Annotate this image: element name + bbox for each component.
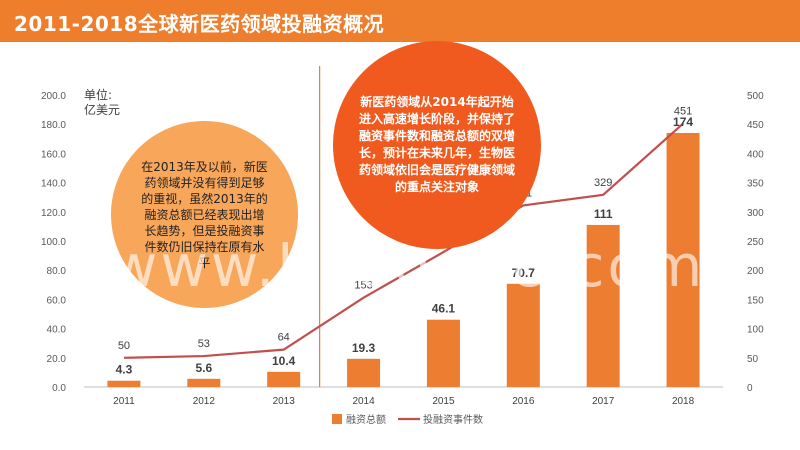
- legend-bar-label: 融资总额: [346, 413, 386, 426]
- bar-data-label: 174: [673, 115, 693, 129]
- y-left-tick-label: 60.0: [47, 295, 67, 306]
- bar-data-label: 46.1: [432, 302, 456, 316]
- bar: [187, 378, 221, 387]
- y-left-tick-label: 40.0: [47, 325, 67, 336]
- y-left-tick-label: 160.0: [41, 149, 66, 160]
- line-data-label: 53: [198, 338, 210, 350]
- x-tick-label: 2013: [273, 396, 296, 407]
- bar: [666, 132, 700, 387]
- line-data-label: 153: [354, 280, 372, 292]
- bar-data-label: 111: [594, 207, 613, 221]
- y-right-tick-label: 150: [747, 295, 764, 306]
- bar-data-label: 4.3: [116, 363, 133, 377]
- x-tick-label: 2011: [113, 396, 135, 407]
- y-right-tick-label: 200: [747, 266, 764, 277]
- bar-data-label: 5.6: [195, 361, 212, 375]
- y-right-tick-label: 350: [747, 179, 764, 190]
- legend-bar-swatch: [332, 414, 342, 424]
- y-right-tick-label: 500: [747, 91, 764, 102]
- y-left-tick-label: 80.0: [47, 266, 67, 277]
- line-data-label: 329: [594, 177, 612, 189]
- y-left-tick-label: 120.0: [41, 208, 66, 219]
- bar: [586, 224, 620, 387]
- x-tick-label: 2012: [193, 396, 216, 407]
- y-left-tick-label: 140.0: [41, 179, 66, 190]
- y-right-tick-label: 300: [747, 208, 764, 219]
- x-tick-label: 2016: [512, 396, 535, 407]
- bar-data-label: 70.7: [512, 266, 536, 280]
- y-left-tick-label: 20.0: [47, 354, 67, 365]
- bar: [506, 283, 540, 387]
- bar: [107, 380, 141, 387]
- note-right-text: 新医药领域从2014年起开始进入高速增长阶段，并保持了融资事件数和融资总额的双增…: [358, 95, 515, 194]
- bar: [267, 371, 301, 387]
- y-left-tick-label: 100.0: [41, 237, 66, 248]
- x-tick-label: 2017: [592, 396, 615, 407]
- x-tick-label: 2015: [432, 396, 455, 407]
- title-bar: 2011-2018全球新医药领域投融资概况: [0, 0, 800, 42]
- y-right-tick-label: 100: [747, 325, 764, 336]
- y-right-tick-label: 0: [747, 383, 753, 394]
- line-data-label: 50: [118, 340, 130, 352]
- bar-data-label: 19.3: [352, 341, 376, 355]
- bar: [347, 358, 381, 387]
- y-right-tick-label: 450: [747, 120, 764, 131]
- note-bubble-right: 新医药领域从2014年起开始进入高速增长阶段，并保持了融资事件数和融资总额的双增…: [333, 41, 541, 249]
- legend-line-label: 投融资事件数: [423, 413, 483, 426]
- series-line: [123, 122, 684, 359]
- x-tick-label: 2014: [352, 396, 375, 407]
- y-left-tick-label: 180.0: [41, 120, 66, 131]
- line-data-label: 64: [278, 332, 290, 344]
- page-title: 2011-2018全球新医药领域投融资概况: [14, 12, 385, 36]
- x-tick-label: 2018: [672, 396, 695, 407]
- y-right-tick-label: 400: [747, 149, 764, 160]
- y-right-tick-label: 50: [747, 354, 759, 365]
- y-right-tick-label: 250: [747, 237, 764, 248]
- y-left-tick-label: 200.0: [41, 91, 66, 102]
- note-left-text: 在2013年及以前，新医药领域并没有得到足够的重视，虽然2013年的融资总额已经…: [141, 159, 268, 270]
- y-left-tick-label: 0.0: [52, 383, 66, 394]
- line-data-label: 451: [674, 106, 692, 118]
- note-bubble-left: 在2013年及以前，新医药领域并没有得到足够的重视，虽然2013年的融资总额已经…: [111, 121, 298, 308]
- bar: [426, 319, 460, 387]
- bar-data-label: 10.4: [272, 354, 296, 368]
- unit-label: 单位: 亿美元: [84, 88, 121, 117]
